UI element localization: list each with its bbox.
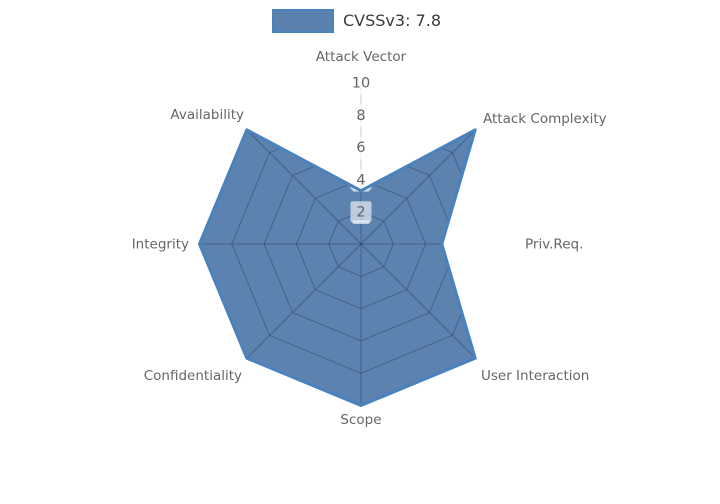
grid-ring [328, 211, 394, 277]
legend-series-label: CVSSv3: 7.8 [343, 11, 441, 30]
grid-spoke [360, 129, 476, 245]
radar-series-polygon [199, 129, 476, 406]
axis-label-user-interaction: User Interaction [481, 368, 589, 384]
radial-tick-label: 8 [356, 108, 365, 124]
radial-tick-label: 2 [356, 205, 365, 221]
radial-tick-box [350, 201, 372, 223]
axis-label-confidentiality: Confidentiality [144, 368, 242, 384]
axis-label-integrity: Integrity [132, 237, 189, 253]
radial-tick-label: 4 [356, 172, 365, 188]
axis-label-priv-req: Priv.Req. [525, 237, 583, 253]
radial-tick-label: 6 [356, 140, 365, 156]
grid-spoke [246, 129, 362, 245]
axis-label-attack-complexity: Attack Complexity [483, 111, 607, 127]
grid-spoke [246, 243, 362, 359]
radial-tick-label: 10 [352, 76, 370, 92]
legend: CVSSv3: 7.8 [272, 8, 441, 34]
radial-tick-box [350, 136, 372, 158]
radar-series-edge [198, 128, 477, 407]
axis-label-availability: Availability [170, 107, 244, 123]
grid-spoke [360, 243, 476, 359]
grid-ring [295, 178, 427, 310]
axis-label-scope: Scope [340, 412, 381, 428]
legend-color-swatch [272, 9, 334, 33]
axis-label-attack-vector: Attack Vector [316, 49, 407, 65]
radial-tick-box [350, 168, 372, 190]
grid-ring [263, 146, 459, 342]
radial-tick-box [346, 72, 376, 93]
radial-tick-box [350, 104, 372, 126]
